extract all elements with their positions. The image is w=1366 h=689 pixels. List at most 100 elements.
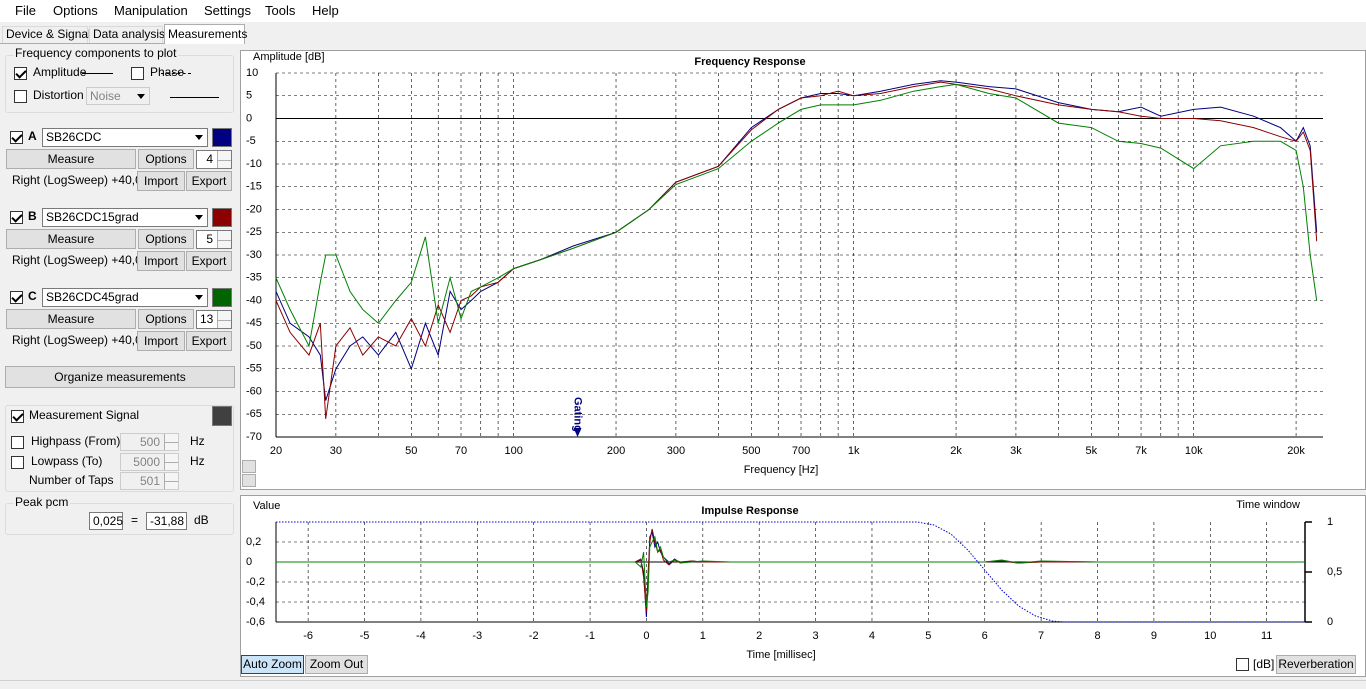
measurement-checkbox[interactable] [10, 291, 23, 304]
menu-item[interactable]: Options [53, 3, 98, 18]
color-swatch[interactable] [212, 406, 232, 426]
x-tick-label: -6 [303, 630, 313, 642]
y2-tick-label: 0 [1327, 616, 1333, 628]
equals: = [131, 513, 139, 527]
menu-item[interactable]: File [15, 3, 36, 18]
y-axis-label: Value [253, 500, 280, 512]
series-line [276, 521, 1305, 623]
spin-arrows[interactable] [164, 434, 178, 450]
measurement-name[interactable]: SB26CDC15grad [42, 208, 208, 227]
auto-zoom-button[interactable]: Auto Zoom [241, 655, 304, 674]
options-button[interactable]: Options [138, 309, 194, 329]
color-swatch[interactable] [212, 288, 232, 307]
x-tick-label: 3 [813, 630, 819, 642]
y-tick-label: 5 [246, 90, 252, 102]
import-button[interactable]: Import [137, 331, 185, 351]
measurement-checkbox[interactable] [10, 131, 23, 144]
source-label: Right (LogSweep) +40,0dB [12, 333, 157, 347]
x-tick-label: 1 [700, 630, 706, 642]
spin-arrows[interactable] [217, 231, 231, 248]
menu-item[interactable]: Tools [265, 3, 296, 18]
zoom-out-button[interactable]: Zoom Out [305, 655, 368, 674]
y-tick-label: -0,2 [246, 576, 265, 588]
y-tick-label: -60 [246, 385, 262, 397]
color-swatch[interactable] [212, 128, 232, 147]
unit: Hz [190, 434, 205, 448]
tab[interactable]: Data analysis [89, 26, 165, 43]
label: Distortion [33, 88, 84, 102]
x-tick-label: -1 [585, 630, 595, 642]
menu-bar [0, 0, 1366, 22]
x-tick-label: 7 [1038, 630, 1044, 642]
x-tick-label: -5 [360, 630, 370, 642]
x-tick-label: -2 [529, 630, 539, 642]
tab[interactable]: Measurements [164, 24, 247, 44]
status-bar [0, 680, 1366, 689]
y-tick-label: -10 [246, 158, 262, 170]
measurement-letter: A [28, 129, 37, 143]
export-button[interactable]: Export [186, 171, 232, 191]
spin-arrows[interactable] [217, 311, 231, 328]
options-button[interactable]: Options [138, 149, 194, 169]
export-button[interactable]: Export [186, 251, 232, 271]
measure-button[interactable]: Measure [6, 149, 136, 169]
x-tick-label: 100 [504, 445, 522, 457]
reverberation-button[interactable]: Reverberation [1276, 655, 1356, 674]
label: Amplitude [33, 65, 87, 79]
measure-button[interactable]: Measure [6, 309, 136, 329]
highpass-checkbox[interactable] [11, 436, 24, 449]
options-button[interactable]: Options [138, 229, 194, 249]
measurement-letter: C [28, 289, 37, 303]
x-tick-label: 9 [1151, 630, 1157, 642]
scroll-down[interactable] [242, 474, 256, 487]
import-button[interactable]: Import [137, 251, 185, 271]
y2-tick-label: 0,5 [1327, 566, 1342, 578]
scroll-up[interactable] [242, 460, 256, 473]
tab[interactable]: Device & Signal [2, 26, 91, 43]
export-button[interactable]: Export [186, 331, 232, 351]
series-line [275, 80, 1318, 401]
chart-frame [240, 495, 1366, 677]
measurement-checkbox[interactable] [10, 211, 23, 224]
series-line [275, 81, 1318, 419]
db-checkbox[interactable] [1236, 658, 1249, 671]
amplitude-checkbox[interactable] [14, 67, 27, 80]
x-tick-label: 5 [925, 630, 931, 642]
lowpass-checkbox[interactable] [11, 456, 24, 469]
gating-marker [573, 428, 582, 437]
y-tick-label: -65 [246, 408, 262, 420]
pcm-value[interactable]: 0,025 [89, 512, 123, 530]
spin-arrows[interactable] [164, 473, 178, 489]
unit: dB [194, 513, 209, 527]
group-title: Peak pcm [13, 495, 71, 511]
measurement-name[interactable]: SB26CDC [42, 128, 208, 147]
db-value[interactable]: -31,88 [146, 512, 187, 530]
y-tick-label: -0,4 [246, 596, 265, 608]
x-tick-label: 10 [1204, 630, 1216, 642]
menu-item[interactable]: Settings [204, 3, 251, 18]
import-button[interactable]: Import [137, 171, 185, 191]
y-tick-label: -15 [246, 181, 262, 193]
group-title: Frequency components to plot [13, 46, 179, 62]
spin-arrows[interactable] [164, 454, 178, 470]
organize-button[interactable]: Organize measurements [5, 366, 235, 388]
distortion-checkbox[interactable] [14, 90, 27, 103]
menu-item[interactable]: Help [312, 3, 339, 18]
series-line [275, 83, 1318, 348]
group [5, 405, 234, 492]
measurement-name[interactable]: SB26CDC45grad [42, 288, 208, 307]
y-tick-label: 0 [246, 556, 252, 568]
color-swatch[interactable] [212, 208, 232, 227]
measure-button[interactable]: Measure [6, 229, 136, 249]
x-tick-label: 8 [1094, 630, 1100, 642]
menu-item[interactable]: Manipulation [114, 3, 188, 18]
measurement-letter: B [28, 209, 37, 223]
signal-checkbox[interactable] [11, 410, 24, 423]
phase-checkbox[interactable] [131, 67, 144, 80]
dropdown[interactable]: Noise [86, 87, 150, 105]
spin-arrows[interactable] [217, 151, 231, 168]
y-tick-label: 0,2 [246, 536, 261, 548]
label: [dB] [1253, 657, 1275, 671]
x-tick-label: 5k [1086, 445, 1098, 457]
